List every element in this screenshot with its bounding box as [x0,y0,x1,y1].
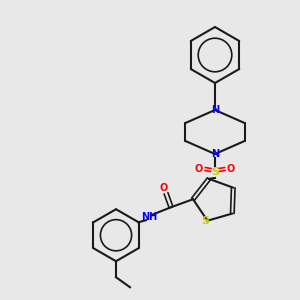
Text: N: N [211,149,219,159]
Text: O: O [227,164,235,174]
Text: N: N [211,105,219,115]
Text: S: S [202,216,209,226]
Text: O: O [160,183,168,193]
Text: O: O [195,164,203,174]
Text: NH: NH [141,212,157,222]
Text: S: S [211,167,219,177]
